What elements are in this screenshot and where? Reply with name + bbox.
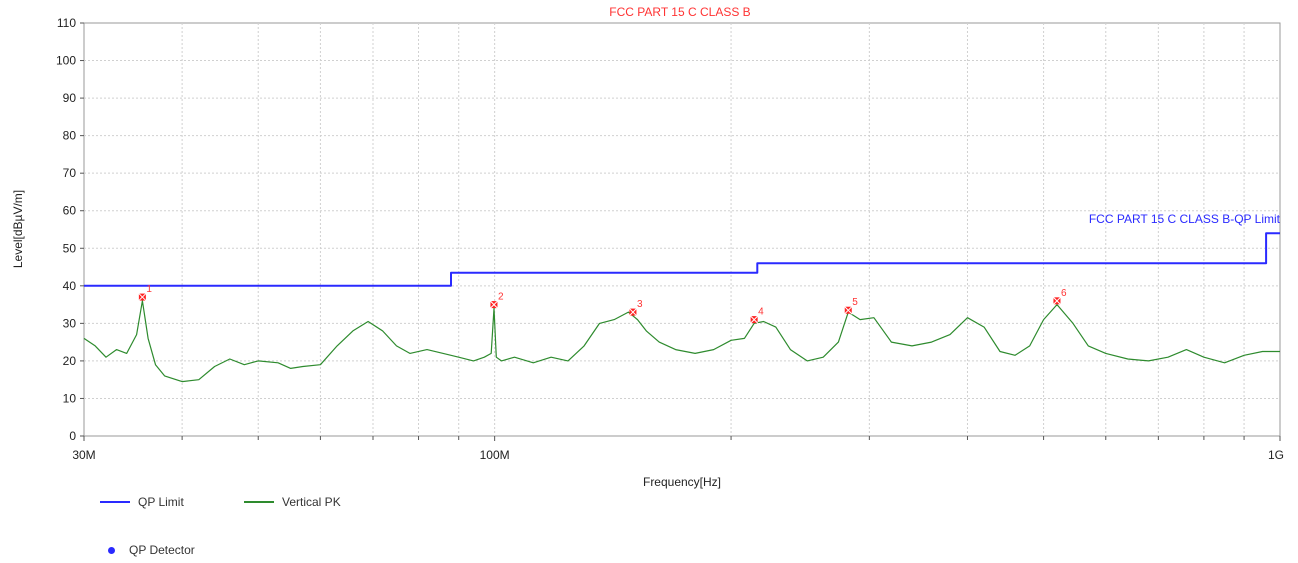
y-tick-label: 30: [63, 316, 77, 330]
legend-swatch-qp-limit: [100, 501, 130, 503]
legend-label-vertical-pk: Vertical PK: [282, 495, 341, 509]
y-tick-label: 70: [63, 166, 77, 180]
peak-marker-cross: [489, 300, 499, 309]
y-tick-label: 80: [63, 129, 77, 143]
legend-label-qp-limit: QP Limit: [138, 495, 184, 509]
peak-marker-label: 4: [758, 307, 764, 318]
peak-marker-cross: [749, 315, 759, 324]
x-tick-label: 100M: [480, 448, 510, 462]
y-tick-label: 100: [56, 54, 76, 68]
peak-marker-cross: [1052, 296, 1062, 306]
legend-item-vertical-pk: Vertical PK: [244, 495, 341, 509]
legend-label-qp-detector: QP Detector: [129, 543, 195, 557]
y-tick-label: 10: [63, 391, 77, 405]
peak-marker-label: 6: [1061, 288, 1067, 299]
y-tick-label: 50: [63, 241, 77, 255]
peak-marker-cross: [628, 307, 638, 317]
peak-markers: 1 2 3 4 5 6: [138, 284, 1067, 324]
x-axis-label: Frequency[Hz]: [643, 475, 721, 489]
y-tick-label: 40: [63, 279, 77, 293]
series-line-qp-limit: [84, 232, 1280, 287]
plot-frame: [83, 22, 1281, 437]
y-axis-label: Level[dBµV/m]: [11, 190, 25, 268]
y-tick-label: 60: [63, 204, 77, 218]
peak-marker-label: 2: [498, 292, 504, 303]
legend-item-qp-limit: QP Limit: [100, 495, 184, 509]
legend-swatch-vertical-pk: [244, 501, 274, 503]
y-tick-label: 90: [63, 91, 77, 105]
y-tick-labels: 0 10 20 30 40 50 60 70 80 90 100 110: [56, 16, 76, 443]
y-tick-label: 0: [69, 429, 76, 443]
y-tick-label: 110: [57, 16, 76, 30]
plot-series: [83, 232, 1280, 383]
limit-line-label: FCC PART 15 C CLASS B-QP Limit: [1089, 212, 1281, 226]
x-tick-label: 1G: [1268, 448, 1284, 462]
y-tick-label: 20: [63, 354, 77, 368]
peak-marker-cross: [138, 292, 147, 302]
peak-marker-label: 3: [637, 299, 643, 310]
x-tick-label: 30M: [72, 448, 95, 462]
peak-marker-cross: [843, 305, 853, 315]
legend-item-qp-detector: QP Detector: [102, 543, 195, 557]
peak-marker-label: 1: [146, 284, 152, 295]
chart-title: FCC PART 15 C CLASS B: [609, 5, 750, 19]
grid: [80, 22, 1281, 441]
x-tick-labels: 30M 100M 1G: [72, 448, 1284, 462]
series-line-vertical-pk: [83, 300, 1280, 383]
legend-dot-qp-detector: [108, 546, 115, 554]
peak-marker-label: 5: [852, 297, 858, 308]
